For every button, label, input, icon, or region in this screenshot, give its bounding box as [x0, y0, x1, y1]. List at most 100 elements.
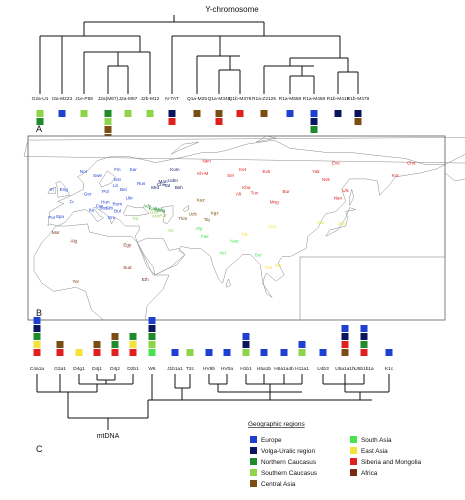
- y-region-swatch: [36, 110, 44, 117]
- map-population-label: Kh-M: [197, 171, 208, 176]
- legend-label: Southern Caucasus: [261, 470, 317, 477]
- map-population-label: Nep: [230, 238, 239, 243]
- map-population-label: Nor: [80, 169, 88, 174]
- map-population-label: Bul: [114, 209, 121, 214]
- mt-region-swatch: [242, 341, 250, 348]
- mt-leaf-label: D4j2: [110, 366, 120, 372]
- y-leaf-label: Q1b-M378: [229, 96, 252, 102]
- map-population-label: Spa: [56, 214, 65, 219]
- mt-region-swatch: [148, 349, 156, 356]
- y-region-swatch: [146, 110, 154, 117]
- mt-region-swatch: [360, 349, 368, 356]
- mt-region-swatch: [298, 341, 306, 348]
- legend-swatch: [350, 447, 357, 454]
- map-population-label: Alt: [236, 191, 242, 196]
- map-population-label: Pol: [102, 189, 109, 194]
- legend-label: East Asia: [361, 448, 388, 455]
- mt-leaf-label: T2c: [186, 366, 195, 372]
- y-leaf-label: R1a-Z2125: [252, 96, 276, 102]
- panel-c-label: C: [36, 444, 43, 454]
- legend-swatch: [250, 469, 257, 476]
- map-population-label: Mng: [270, 200, 279, 205]
- mt-region-swatch: [75, 349, 83, 356]
- legend-label: Northern Caucasus: [261, 459, 316, 466]
- mt-region-swatch: [111, 341, 119, 348]
- map-population-label: Kom: [170, 167, 180, 172]
- y-leaf-label: R1b-M478: [347, 96, 370, 102]
- land-outline: [33, 223, 170, 321]
- map-population-label: Mari: [159, 179, 168, 184]
- legend-swatch: [250, 447, 257, 454]
- map-population-label: Chn: [268, 224, 277, 229]
- panel-a-label: A: [36, 124, 42, 134]
- mt-leaf-label: W6: [148, 366, 156, 372]
- map-population-label: Mor: [52, 230, 60, 235]
- y-leaf-label: Q1a-M25: [187, 96, 207, 102]
- map-population-label: Ket: [239, 167, 247, 172]
- mt-region-swatch: [341, 325, 349, 332]
- map-population-label: Kha: [242, 185, 251, 190]
- mt-region-swatch: [129, 341, 137, 348]
- mt-region-swatch: [242, 333, 250, 340]
- y-region-swatch: [215, 110, 223, 117]
- map-population-label: Fin: [114, 167, 121, 172]
- legend-label: Siberia and Mongolia: [361, 459, 421, 466]
- map-population-label: Evk: [262, 169, 270, 174]
- mt-leaf-label: D4g1: [73, 366, 85, 372]
- map-population-label: Hun: [101, 200, 110, 205]
- mtdna-tree: [36, 374, 390, 430]
- map-population-label: Cro: [96, 204, 104, 209]
- map-population-label: Jpn: [338, 221, 346, 226]
- mt-leaf-label: J1b1a1: [167, 366, 183, 372]
- map-population-label: Bsh: [175, 185, 183, 190]
- legend-swatch: [250, 480, 257, 487]
- mt-leaf-label: U5a1a1h: [335, 366, 355, 372]
- mt-region-swatch: [385, 349, 393, 356]
- land-outline: [47, 186, 57, 194]
- y-leaf-label: I2a-M223: [52, 96, 73, 102]
- map-population-label: Yak: [312, 169, 320, 174]
- map-frame: [27, 135, 446, 321]
- geographic-regions-legend: Europe Volga-Uralic region Northern Caucas…: [250, 436, 421, 488]
- y-region-swatch: [260, 110, 268, 117]
- mtdna-leaves: C4a1a G2a1 D4g1 D4j1 D4j2 D2b1 W6 J1b1a1 T2c HV9b…: [30, 317, 394, 372]
- map-population-label: Chu: [407, 161, 416, 166]
- legend-label: Africa: [361, 470, 378, 477]
- map-population-label: Sel: [227, 173, 234, 178]
- land-outline: [23, 137, 465, 164]
- mt-region-swatch: [148, 325, 156, 332]
- mt-leaf-label: H1b1: [240, 366, 252, 372]
- y-leaf-label: R1a-M458: [303, 96, 326, 102]
- land-outline: [55, 180, 71, 198]
- map-population-label: Mrd: [151, 185, 159, 190]
- map-population-label: Swe: [93, 173, 102, 178]
- mt-region-swatch: [260, 349, 268, 356]
- y-chromosome-leaves: G2a-U1 I2a-M223 J1e-P58 J2a(M67) J2a-M67 J2b-…: [32, 96, 370, 141]
- mt-region-swatch: [33, 349, 41, 356]
- legend-swatch: [250, 458, 257, 465]
- legend-swatch: [350, 436, 357, 443]
- mt-leaf-label: H6a1a4b: [274, 366, 294, 372]
- map-inset-frame: [299, 256, 446, 321]
- map-population-label: Ukr: [126, 195, 134, 200]
- y-region-swatch: [104, 118, 112, 125]
- map-population-label: Kor: [317, 220, 325, 225]
- map-population-label: Bur: [255, 253, 263, 258]
- mt-region-swatch: [148, 341, 156, 348]
- y-leaf-label: G2a-U1: [32, 96, 49, 102]
- mt-region-swatch: [242, 349, 250, 356]
- map-population-label: Ind: [219, 251, 226, 256]
- map-population-label: Kab: [149, 206, 158, 211]
- map-population-label: Gre: [108, 215, 116, 220]
- y-region-swatch: [286, 110, 294, 117]
- mt-leaf-label: C4a1a: [30, 366, 44, 372]
- map-population-label: Kor: [392, 173, 400, 178]
- y-leaf-label: J2a-M67: [119, 96, 138, 102]
- mt-region-swatch: [171, 349, 179, 356]
- map-population-label: Uzb: [189, 212, 198, 217]
- map-population-label: Tuv: [251, 190, 259, 195]
- map-population-label: Ita: [89, 208, 95, 213]
- mt-region-swatch: [341, 341, 349, 348]
- map-population-label: Kar: [130, 167, 138, 172]
- map-population-label: Irl: [50, 187, 54, 192]
